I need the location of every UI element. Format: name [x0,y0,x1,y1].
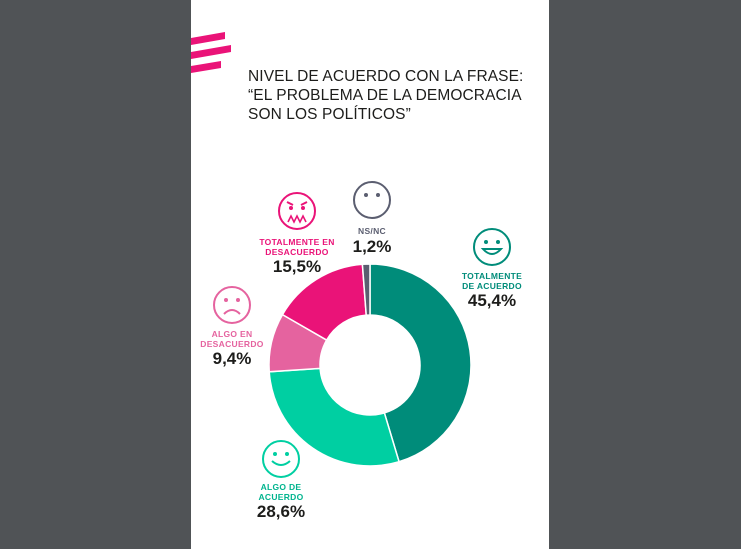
brand-logo-icon [191,32,231,73]
label-totalmente-de-acuerdo: TOTALMENTE DE ACUERDO 45,4% [457,271,527,311]
happy-face-icon [473,228,511,266]
slice-totalmente-de-acuerdo [369,263,472,463]
category-label: ACUERDO [258,491,304,502]
category-label: ALGO EN [211,329,253,339]
label-ns-nc: NS/NC 1,2% [341,226,403,257]
percent-label: 45,4% [467,291,517,310]
angry-face-icon [278,192,316,230]
category-label: TOTALMENTE [461,271,523,281]
percent-label: 1,2% [352,236,392,256]
report-page: NIVEL DE ACUERDO CON LA FRASE: “EL PROBL… [191,0,549,549]
title-line-1: NIVEL DE ACUERDO CON LA FRASE: [248,68,524,85]
sad-face-icon [213,286,251,324]
label-algo-de-acuerdo: ALGO DE ACUERDO 28,6% [246,482,316,522]
category-label: DESACUERDO [265,246,329,257]
label-algo-en-desacuerdo: ALGO EN DESACUERDO 9,4% [197,329,267,369]
category-label: NS/NC [358,226,386,236]
neutral-face-icon [353,181,391,219]
category-label: TOTALMENTE EN [259,237,335,247]
percent-label: 28,6% [256,502,306,521]
chart-title: NIVEL DE ACUERDO CON LA FRASE: “EL PROBL… [248,67,548,124]
label-totalmente-en-desacuerdo: TOTALMENTE EN DESACUERDO 15,5% [255,237,339,277]
slice-algo-de-acuerdo [268,367,400,467]
title-line-3: SON LOS POLÍTICOS” [248,106,411,123]
smile-face-icon [262,440,300,478]
slice-ns-nc [361,263,371,316]
category-label: ALGO DE [260,482,302,492]
category-label: DE ACUERDO [462,280,522,291]
category-label: DESACUERDO [200,338,264,349]
title-line-2: “EL PROBLEMA DE LA DEMOCRACIA [248,87,522,104]
percent-label: 9,4% [212,349,252,368]
percent-label: 15,5% [272,257,322,276]
donut-chart [268,263,472,467]
